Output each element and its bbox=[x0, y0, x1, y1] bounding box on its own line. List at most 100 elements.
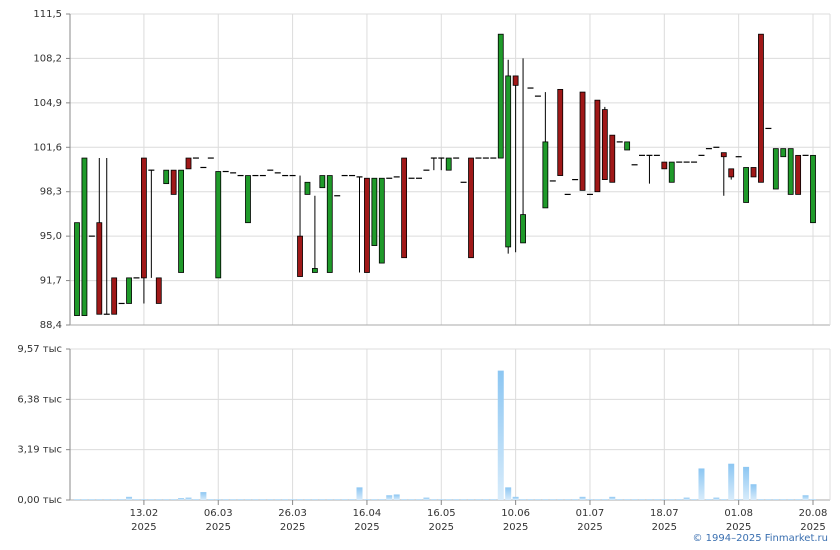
candle-body bbox=[401, 157, 408, 259]
y-tick-label: 108,2 bbox=[33, 53, 62, 64]
volume-bar bbox=[713, 497, 720, 500]
volume-bar bbox=[453, 499, 460, 500]
volume-bar bbox=[155, 499, 162, 500]
footer[interactable]: © 1994–2025 Finmarket.ru bbox=[692, 533, 828, 544]
volume-bar bbox=[311, 499, 318, 500]
y-tick-label: 111,5 bbox=[33, 9, 62, 20]
volume-bar bbox=[185, 497, 192, 500]
volume-bar bbox=[668, 499, 675, 500]
volume-bar bbox=[378, 499, 385, 500]
candle-body bbox=[326, 175, 333, 273]
volume-bar bbox=[616, 499, 623, 500]
x-tick-label: 26.03 2025 bbox=[278, 508, 307, 533]
candle-body bbox=[371, 177, 378, 246]
y-tick-label: 0,00 тыс bbox=[17, 495, 62, 506]
candle-body bbox=[96, 222, 103, 315]
volume-bar bbox=[207, 499, 214, 500]
candle-body bbox=[609, 134, 616, 183]
candle-body bbox=[520, 214, 526, 244]
candle-body bbox=[743, 167, 749, 203]
candle-body bbox=[163, 169, 170, 185]
x-tick-label: 13.02 2025 bbox=[129, 508, 159, 533]
x-tick-label: 18.07 2025 bbox=[649, 508, 679, 533]
volume-bar bbox=[438, 499, 445, 500]
candle-body bbox=[215, 171, 222, 279]
volume-bar bbox=[118, 499, 125, 500]
x-tick-label: 06.03 2025 bbox=[203, 508, 233, 533]
volume-bar bbox=[415, 499, 422, 500]
candle-body bbox=[185, 157, 192, 170]
volume-bar bbox=[363, 499, 370, 500]
volume-bar bbox=[393, 494, 400, 500]
volume-bar bbox=[534, 499, 541, 500]
candle-body bbox=[668, 161, 675, 183]
candle-body bbox=[497, 33, 504, 159]
volume-bar bbox=[81, 499, 88, 500]
volume-bar bbox=[460, 499, 467, 500]
candle-body bbox=[557, 88, 564, 176]
candle-body bbox=[795, 154, 802, 195]
volume-bar bbox=[319, 499, 326, 500]
volume-bar bbox=[222, 499, 229, 500]
volume-bar bbox=[356, 487, 363, 500]
volume-bar bbox=[572, 499, 579, 500]
volume-bar bbox=[757, 499, 764, 500]
volume-bar bbox=[475, 499, 482, 500]
x-tick-label: 20.08 2025 bbox=[798, 508, 828, 533]
volume-bar bbox=[178, 498, 185, 500]
x-tick-label: 10.06 2025 bbox=[501, 508, 530, 533]
candle-body bbox=[601, 109, 608, 180]
volume-bar bbox=[230, 499, 237, 500]
volume-bar bbox=[586, 499, 593, 500]
volume-bar bbox=[683, 497, 690, 500]
candle-body bbox=[445, 157, 452, 171]
y-tick-label: 95,0 bbox=[40, 231, 62, 242]
volume-bar bbox=[401, 499, 408, 500]
volume-bar bbox=[735, 499, 742, 500]
candle-body bbox=[364, 177, 370, 273]
candle-body bbox=[772, 148, 779, 190]
volume-bar bbox=[601, 499, 608, 500]
candle-body bbox=[780, 148, 787, 158]
volume-bar bbox=[252, 499, 259, 500]
volume-bar bbox=[661, 499, 668, 500]
volume-bar bbox=[170, 499, 177, 500]
volume-bar bbox=[527, 499, 534, 500]
candle-body bbox=[512, 75, 519, 86]
volume-bar bbox=[743, 466, 750, 500]
volume-bar bbox=[259, 499, 266, 500]
volume-bar bbox=[772, 499, 779, 500]
volume-bar bbox=[445, 499, 452, 500]
volume-bar bbox=[148, 499, 155, 500]
candle-body bbox=[728, 168, 735, 178]
y-tick-label: 91,7 bbox=[40, 276, 62, 287]
volume-bar bbox=[215, 499, 222, 500]
volume-bar bbox=[126, 496, 133, 500]
volume-bar bbox=[557, 499, 564, 500]
volume-bar bbox=[594, 499, 601, 500]
volume-bar bbox=[163, 499, 170, 500]
volume-bar bbox=[564, 499, 571, 500]
volume-bar bbox=[371, 499, 378, 500]
volume-bar bbox=[267, 499, 274, 500]
candle-body bbox=[579, 91, 586, 191]
candle-body bbox=[758, 33, 764, 183]
volume-bar bbox=[542, 499, 549, 500]
volume-bar bbox=[720, 499, 727, 500]
candle-body bbox=[787, 148, 794, 195]
candle-body bbox=[304, 181, 311, 195]
volume-bar bbox=[490, 499, 497, 500]
volume-bar bbox=[482, 499, 489, 500]
volume-bar bbox=[579, 496, 586, 500]
volume-bar bbox=[200, 492, 207, 500]
y-tick-label: 104,9 bbox=[33, 98, 62, 109]
volume-bar bbox=[497, 370, 504, 500]
candle-body bbox=[378, 177, 385, 264]
x-tick-label: 16.05 2025 bbox=[426, 508, 456, 533]
x-tick-label: 01.07 2025 bbox=[575, 508, 605, 533]
volume-bar bbox=[140, 499, 147, 500]
y-tick-label: 101,6 bbox=[33, 142, 62, 153]
volume-bar bbox=[423, 497, 430, 500]
